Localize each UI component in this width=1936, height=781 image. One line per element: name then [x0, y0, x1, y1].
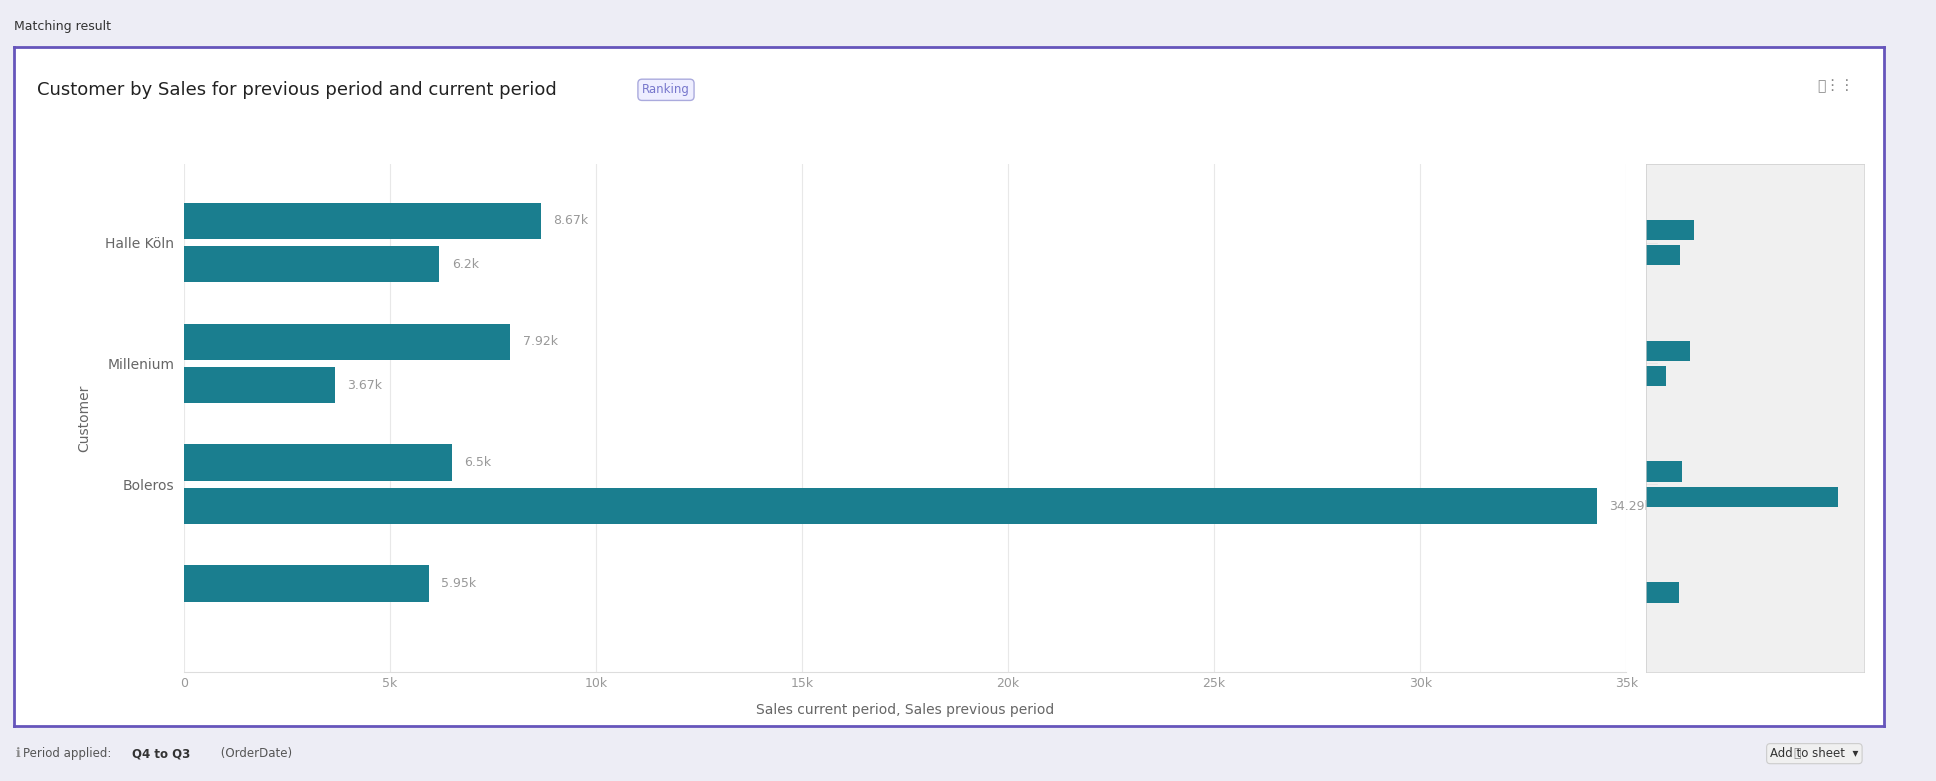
Bar	[1646, 366, 1667, 387]
Y-axis label: Customer: Customer	[77, 384, 91, 451]
Text: 5.95k: 5.95k	[441, 577, 476, 590]
Text: Q4 to Q3: Q4 to Q3	[132, 747, 190, 760]
Text: ℹ: ℹ	[15, 747, 19, 760]
Text: 6.5k: 6.5k	[465, 456, 492, 469]
Text: Customer by Sales for previous period and current period: Customer by Sales for previous period an…	[37, 80, 556, 99]
Text: 7.92k: 7.92k	[523, 335, 558, 348]
Text: 6.2k: 6.2k	[451, 258, 478, 271]
Bar	[184, 246, 439, 283]
Text: ⛶: ⛶	[1818, 79, 1826, 93]
Text: 34.29k: 34.29k	[1609, 500, 1651, 512]
Text: ⋮⋮: ⋮⋮	[1824, 78, 1855, 94]
Bar	[1646, 462, 1682, 482]
Bar	[184, 444, 451, 480]
Text: Period applied:: Period applied:	[23, 747, 116, 760]
Text: Add to sheet  ▾: Add to sheet ▾	[1770, 747, 1859, 760]
Text: Ranking: Ranking	[643, 84, 689, 96]
Bar	[184, 565, 430, 601]
X-axis label: Sales current period, Sales previous period: Sales current period, Sales previous per…	[755, 704, 1055, 718]
Bar	[1646, 245, 1680, 266]
Bar	[1646, 487, 1839, 507]
Bar	[1646, 341, 1690, 361]
Bar	[1646, 219, 1694, 240]
Bar	[184, 203, 542, 239]
Text: 🔗: 🔗	[1793, 747, 1800, 760]
Text: 3.67k: 3.67k	[348, 379, 383, 392]
Text: (OrderDate): (OrderDate)	[217, 747, 292, 760]
Text: Matching result: Matching result	[14, 20, 110, 33]
Bar	[184, 323, 511, 360]
Text: 8.67k: 8.67k	[554, 214, 589, 227]
Bar	[184, 488, 1597, 524]
Bar	[184, 367, 335, 403]
Bar	[1646, 583, 1679, 603]
